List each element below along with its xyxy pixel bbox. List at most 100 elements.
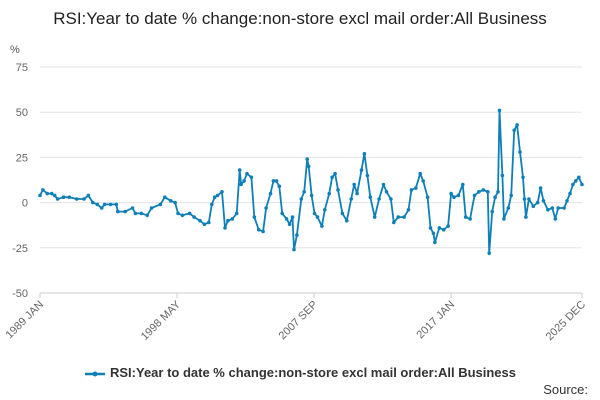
data-point [239,182,243,187]
data-point [340,211,345,216]
data-point [463,215,468,219]
data-point [268,191,273,196]
data-point [556,206,560,210]
data-point [389,197,393,201]
data-point [431,231,436,236]
data-point [210,202,214,207]
data-point [330,175,334,180]
data-point [192,215,196,219]
data-point [418,171,423,176]
data-point [406,208,411,212]
data-point [541,199,546,203]
data-point [562,206,566,210]
data-point [38,193,42,198]
data-point [295,233,299,237]
x-tick-label: 1998 MAY [139,298,184,343]
data-point [320,224,324,228]
data-point [396,215,401,219]
data-point [409,188,414,192]
data-point [509,193,513,198]
data-point [102,202,107,207]
data-point [306,164,311,169]
data-point [327,191,332,196]
data-point [180,213,185,218]
data-point [515,123,519,127]
data-point [305,157,310,161]
data-point [123,209,127,214]
data-point [220,190,224,194]
data-point [198,218,202,223]
data-point [245,171,249,176]
data-point [74,197,79,201]
data-point [91,200,95,205]
data-point [207,220,211,225]
data-point [535,200,540,205]
x-tick-label: 2017 JAN [415,299,458,342]
data-point [284,217,289,221]
data-point [292,247,296,252]
data-point [506,206,511,210]
data-point [461,182,465,187]
x-tick-label: 1989 JAN [3,299,46,342]
data-point [61,195,66,199]
data-point [99,206,104,210]
data-point [472,193,477,198]
data-point [359,168,364,172]
data-point [449,191,453,196]
data-point [215,193,220,198]
series-layer [38,108,584,255]
data-point [384,190,389,194]
data-point [574,179,578,183]
data-point [428,226,433,230]
data-point [212,195,217,199]
data-point [168,199,173,203]
data-point [502,217,506,221]
data-point [522,197,527,201]
data-point [309,193,314,198]
y-tick-label: 75 [16,62,28,74]
data-point [372,215,377,219]
data-point [108,202,113,207]
chart-title: RSI:Year to date % change:non-store excl… [53,9,547,28]
data-point [493,195,497,199]
y-tick-label: 0 [22,198,28,210]
data-point [571,182,575,187]
y-tick-label: 50 [16,107,28,119]
data-point [349,197,354,201]
data-point [336,188,340,192]
data-point [299,197,304,201]
data-point [271,179,276,183]
data-point [315,215,320,219]
data-point [381,182,386,187]
data-point [95,202,100,207]
data-point [486,190,490,194]
data-point [290,215,295,219]
data-point [425,195,430,199]
data-point [158,202,163,207]
y-tick-label: -50 [12,288,28,300]
data-point [114,202,119,207]
data-point [512,128,516,133]
data-point [274,179,279,183]
data-point [568,191,572,196]
data-point [176,211,180,216]
data-point [437,226,442,230]
data-point [345,218,349,223]
data-point [237,168,242,172]
data-point [45,191,50,196]
data-point [41,188,45,192]
data-point [433,240,437,245]
data-point [500,173,505,178]
x-tick-label: 2025 DEC [544,299,588,343]
data-point [223,226,227,230]
data-point [527,197,531,201]
data-point [497,108,502,113]
y-axis-unit-label: % [10,44,20,56]
data-point [538,186,543,190]
data-point [487,251,492,255]
data-point [261,229,265,234]
data-point [52,193,57,198]
data-point [333,171,337,176]
data-point [187,211,192,216]
